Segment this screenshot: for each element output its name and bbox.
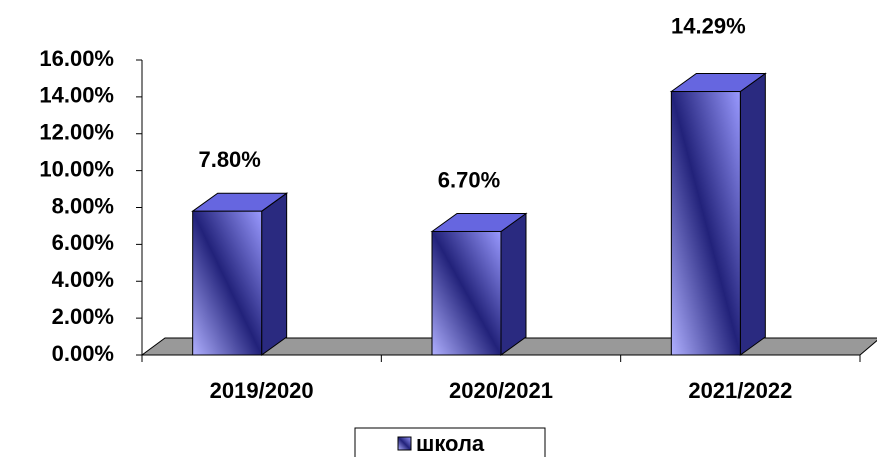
y-tick-label: 10.00% xyxy=(39,156,114,181)
x-tick-label: 2020/2021 xyxy=(449,378,553,403)
bar-front xyxy=(192,210,263,356)
legend-label: школа xyxy=(416,431,485,456)
x-tick-label: 2021/2022 xyxy=(688,378,792,403)
legend-swatch xyxy=(397,436,412,451)
bar-front xyxy=(670,91,741,356)
bar xyxy=(669,72,767,356)
y-tick-label: 0.00% xyxy=(52,341,114,366)
value-label: 7.80% xyxy=(198,147,260,172)
value-label: 6.70% xyxy=(438,167,500,192)
legend-box xyxy=(354,427,546,457)
y-tick-label: 4.00% xyxy=(52,267,114,292)
y-tick-label: 6.00% xyxy=(52,230,114,255)
y-tick-label: 12.00% xyxy=(39,120,114,145)
bar xyxy=(430,212,528,356)
bar-side xyxy=(500,212,527,356)
x-tick-label: 2019/2020 xyxy=(210,378,314,403)
y-tick-label: 16.00% xyxy=(39,46,114,71)
bar xyxy=(191,192,289,356)
y-tick-label: 14.00% xyxy=(39,83,114,108)
bar-front xyxy=(431,230,502,356)
bar-side xyxy=(739,72,766,356)
bar-side xyxy=(261,192,288,356)
y-tick-label: 8.00% xyxy=(52,193,114,218)
value-label: 14.29% xyxy=(671,13,746,38)
y-tick-label: 2.00% xyxy=(52,304,114,329)
